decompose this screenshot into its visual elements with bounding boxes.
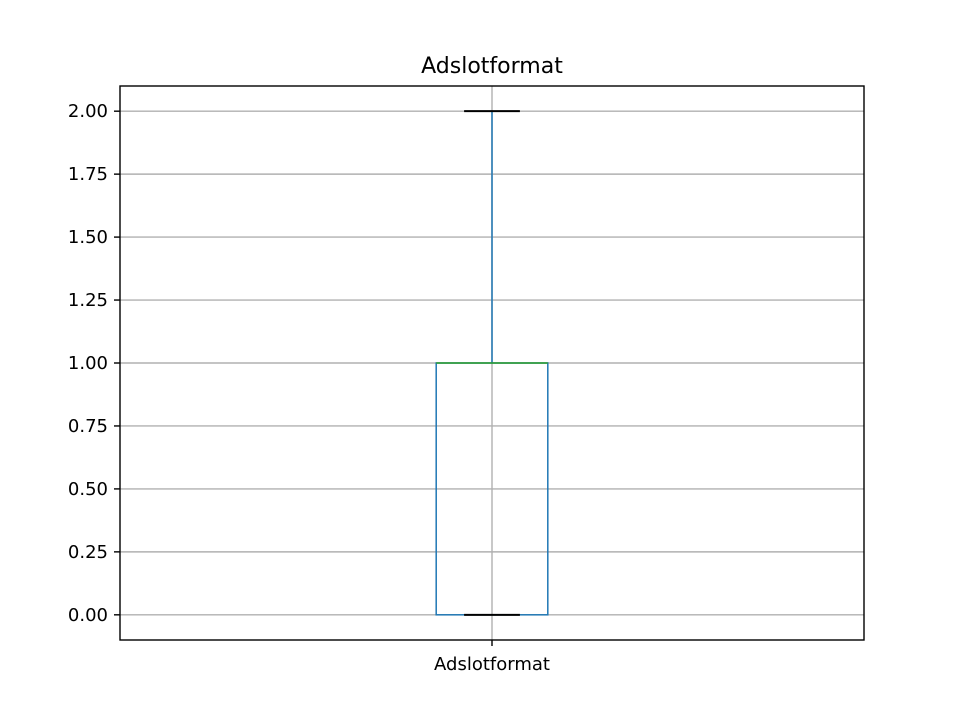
y-tick-label: 0.00	[68, 605, 108, 626]
y-tick-label: 0.75	[68, 416, 108, 437]
box-layer	[435, 110, 549, 616]
y-tick-label: 1.75	[68, 164, 108, 185]
y-axis: 0.00 0.25 0.50 0.75 1.00 1.25 1.50 1.75 2.00	[68, 101, 120, 626]
y-tick-label: 1.50	[68, 227, 108, 248]
y-tick-label: 1.00	[68, 353, 108, 374]
y-tick-label: 2.00	[68, 101, 108, 122]
y-tick-label: 1.25	[68, 290, 108, 311]
x-axis: Adslotformat	[434, 640, 550, 675]
chart-title: Adslotformat	[421, 54, 563, 79]
x-tick-label: Adslotformat	[434, 654, 550, 675]
y-tick-label: 0.50	[68, 479, 108, 500]
y-tick-label: 0.25	[68, 542, 108, 563]
